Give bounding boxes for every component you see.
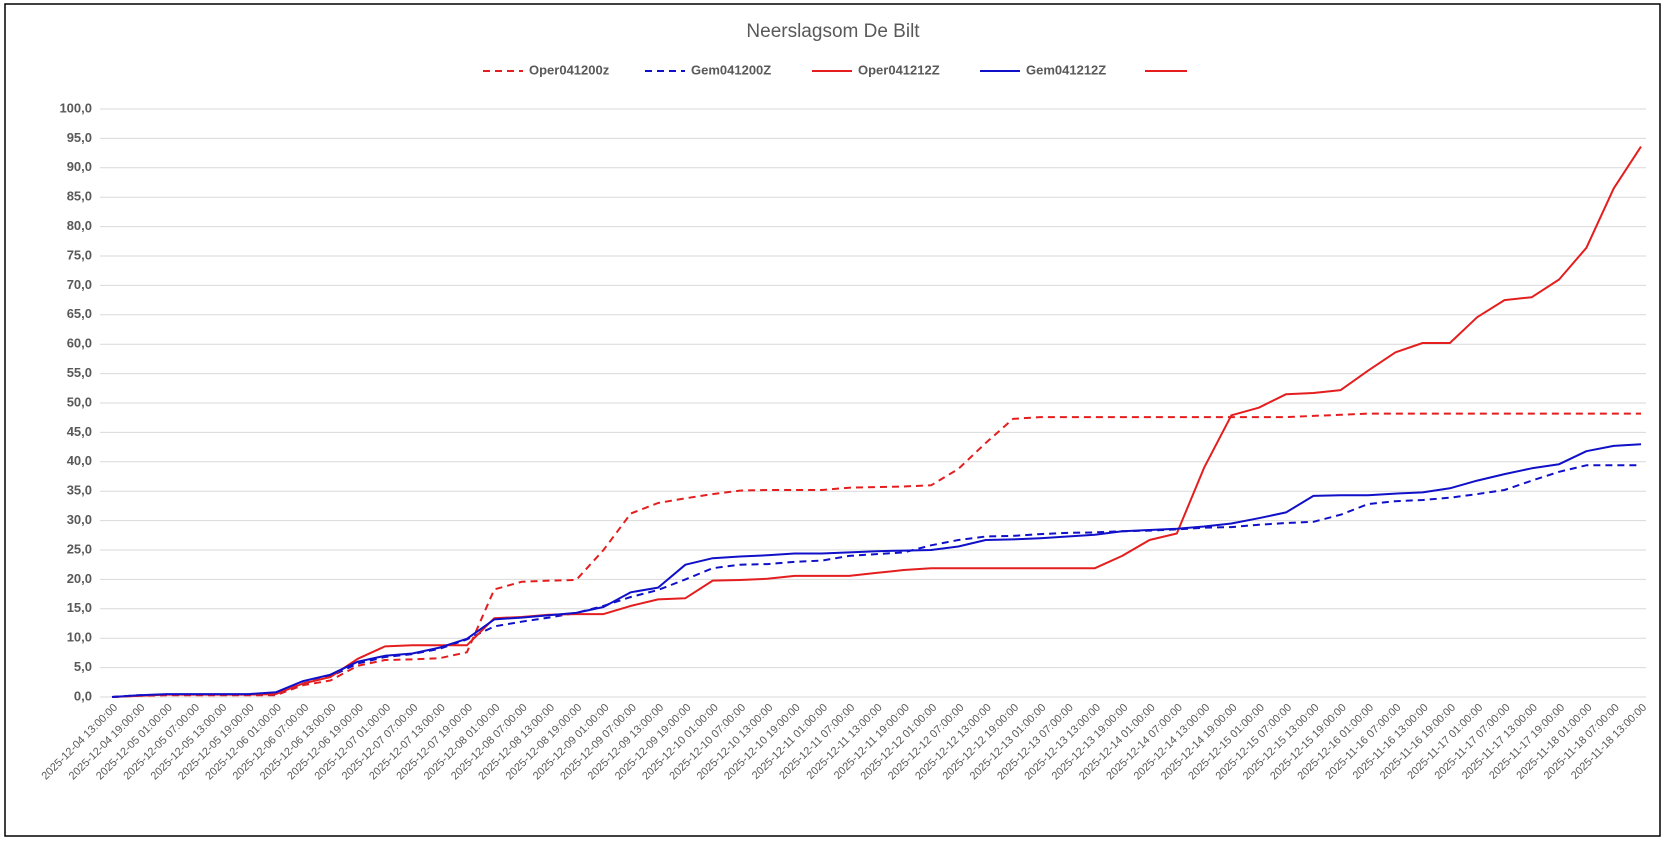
y-tick-label: 95,0: [67, 130, 92, 145]
y-tick-label: 100,0: [59, 100, 92, 115]
line: [111, 146, 1642, 698]
legend-label: Oper041200z: [529, 62, 610, 77]
y-tick-label: 60,0: [67, 336, 92, 351]
y-tick-label: 75,0: [67, 247, 92, 262]
y-tick-label: 85,0: [67, 189, 92, 204]
y-tick-label: 80,0: [67, 218, 92, 233]
y-tick-label: 70,0: [67, 277, 92, 292]
y-tick-label: 40,0: [67, 453, 92, 468]
y-tick-label: 45,0: [67, 424, 92, 439]
y-tick-label: 15,0: [67, 600, 92, 615]
chart-title: Neerslagsom De Bilt: [746, 21, 920, 42]
line: [111, 412, 1641, 698]
y-tick-label: 50,0: [67, 394, 92, 409]
y-tick-label: 35,0: [67, 483, 92, 498]
line: [111, 443, 1642, 698]
line: [111, 464, 1641, 698]
legend-label: Gem041200Z: [691, 62, 771, 77]
legend-label: Gem041212Z: [1026, 62, 1106, 77]
y-tick-label: 5,0: [74, 659, 92, 674]
y-tick-label: 0,0: [74, 688, 92, 703]
y-tick-label: 65,0: [67, 306, 92, 321]
y-tick-label: 20,0: [67, 571, 92, 586]
y-tick-label: 55,0: [67, 365, 92, 380]
y-tick-label: 90,0: [67, 159, 92, 174]
legend-label: Oper041212Z: [858, 62, 940, 77]
y-tick-label: 10,0: [67, 630, 92, 645]
y-tick-label: 25,0: [67, 541, 92, 556]
y-tick-label: 30,0: [67, 512, 92, 527]
